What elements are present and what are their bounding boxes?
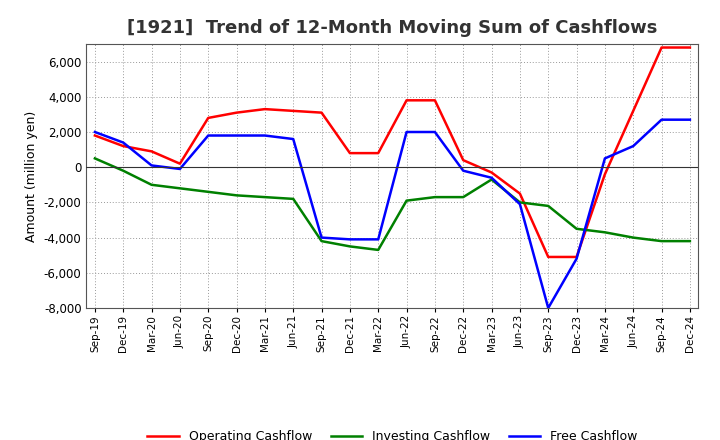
Investing Cashflow	[119, 168, 127, 173]
Free Cashflow	[289, 136, 297, 142]
Title: [1921]  Trend of 12-Month Moving Sum of Cashflows: [1921] Trend of 12-Month Moving Sum of C…	[127, 19, 657, 37]
Free Cashflow	[346, 237, 354, 242]
Operating Cashflow	[318, 110, 326, 115]
Operating Cashflow	[629, 108, 637, 114]
Investing Cashflow	[487, 177, 496, 182]
Line: Free Cashflow: Free Cashflow	[95, 120, 690, 308]
Investing Cashflow	[657, 238, 666, 244]
Operating Cashflow	[176, 161, 184, 166]
Operating Cashflow	[148, 149, 156, 154]
Free Cashflow	[318, 235, 326, 240]
Operating Cashflow	[233, 110, 241, 115]
Free Cashflow	[148, 163, 156, 168]
Investing Cashflow	[402, 198, 411, 203]
Investing Cashflow	[176, 186, 184, 191]
Free Cashflow	[572, 256, 581, 261]
Operating Cashflow	[431, 98, 439, 103]
Operating Cashflow	[119, 143, 127, 149]
Operating Cashflow	[600, 172, 609, 177]
Operating Cashflow	[657, 45, 666, 50]
Operating Cashflow	[544, 254, 552, 260]
Legend: Operating Cashflow, Investing Cashflow, Free Cashflow: Operating Cashflow, Investing Cashflow, …	[143, 425, 642, 440]
Free Cashflow	[487, 175, 496, 180]
Free Cashflow	[431, 129, 439, 135]
Operating Cashflow	[516, 191, 524, 196]
Investing Cashflow	[431, 194, 439, 200]
Investing Cashflow	[685, 238, 694, 244]
Free Cashflow	[374, 237, 382, 242]
Investing Cashflow	[629, 235, 637, 240]
Investing Cashflow	[544, 203, 552, 209]
Y-axis label: Amount (million yen): Amount (million yen)	[25, 110, 38, 242]
Free Cashflow	[233, 133, 241, 138]
Free Cashflow	[261, 133, 269, 138]
Free Cashflow	[91, 129, 99, 135]
Operating Cashflow	[459, 158, 467, 163]
Operating Cashflow	[572, 254, 581, 260]
Investing Cashflow	[318, 238, 326, 244]
Investing Cashflow	[204, 189, 212, 194]
Operating Cashflow	[204, 115, 212, 121]
Free Cashflow	[402, 129, 411, 135]
Investing Cashflow	[261, 194, 269, 200]
Free Cashflow	[459, 168, 467, 173]
Free Cashflow	[119, 140, 127, 145]
Investing Cashflow	[289, 196, 297, 202]
Free Cashflow	[176, 166, 184, 172]
Operating Cashflow	[487, 170, 496, 175]
Free Cashflow	[629, 143, 637, 149]
Free Cashflow	[516, 202, 524, 207]
Investing Cashflow	[346, 244, 354, 249]
Operating Cashflow	[346, 150, 354, 156]
Operating Cashflow	[685, 45, 694, 50]
Line: Investing Cashflow: Investing Cashflow	[95, 158, 690, 250]
Free Cashflow	[204, 133, 212, 138]
Operating Cashflow	[374, 150, 382, 156]
Investing Cashflow	[91, 156, 99, 161]
Operating Cashflow	[91, 133, 99, 138]
Investing Cashflow	[148, 182, 156, 187]
Investing Cashflow	[572, 226, 581, 231]
Operating Cashflow	[402, 98, 411, 103]
Investing Cashflow	[600, 230, 609, 235]
Line: Operating Cashflow: Operating Cashflow	[95, 48, 690, 257]
Investing Cashflow	[374, 247, 382, 253]
Free Cashflow	[657, 117, 666, 122]
Free Cashflow	[600, 156, 609, 161]
Investing Cashflow	[516, 200, 524, 205]
Investing Cashflow	[233, 193, 241, 198]
Free Cashflow	[685, 117, 694, 122]
Operating Cashflow	[289, 108, 297, 114]
Investing Cashflow	[459, 194, 467, 200]
Operating Cashflow	[261, 106, 269, 112]
Free Cashflow	[544, 305, 552, 311]
